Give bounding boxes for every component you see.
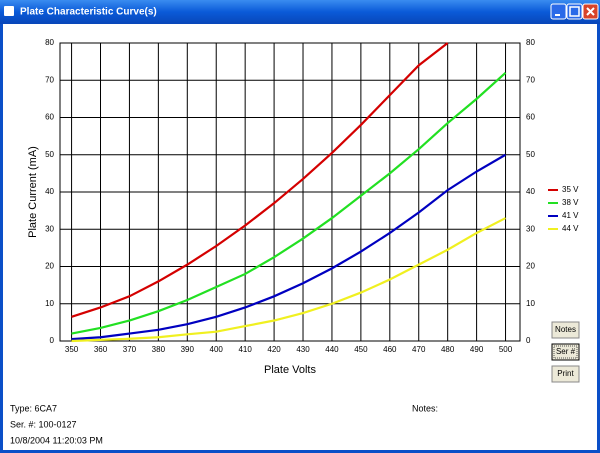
serial-number: Ser. #: 100-0127 <box>10 419 77 429</box>
x-tick-label: 390 <box>181 345 195 354</box>
x-tick-label: 360 <box>94 345 108 354</box>
y-tick-label-right: 60 <box>526 113 535 122</box>
button[interactable] <box>551 321 580 339</box>
curve <box>71 71 507 335</box>
button-label: Notes <box>555 325 576 334</box>
notes-label: Notes: <box>412 403 438 413</box>
tube-type: Type: 6CA7 <box>10 403 57 413</box>
window-title: Plate Characteristic Curve(s) <box>20 7 157 18</box>
y-tick-label-right: 20 <box>526 262 535 271</box>
x-tick-label: 370 <box>123 345 137 354</box>
y-tick-label: 50 <box>45 150 54 159</box>
button[interactable] <box>551 365 580 383</box>
x-tick-label: 480 <box>441 345 455 354</box>
focus-ring <box>553 345 578 359</box>
curve <box>71 42 449 318</box>
y-tick-label-right: 0 <box>526 336 531 345</box>
y-tick-label: 10 <box>45 299 54 308</box>
y-tick-label: 40 <box>45 187 54 196</box>
y-tick-label-right: 40 <box>526 187 535 196</box>
close-icon <box>586 7 595 16</box>
x-tick-label: 500 <box>499 345 513 354</box>
x-tick-label: 460 <box>383 345 397 354</box>
x-tick-label: 430 <box>296 345 310 354</box>
x-tick-label: 410 <box>238 345 252 354</box>
x-tick-label: 440 <box>325 345 339 354</box>
timestamp: 10/8/2004 11:20:03 PM <box>10 435 103 445</box>
y-tick-label: 0 <box>50 336 55 345</box>
curve <box>71 153 507 341</box>
x-tick-label: 450 <box>354 345 368 354</box>
x-tick-label: 380 <box>152 345 166 354</box>
y-axis-label: Plate Current (mA) <box>27 146 39 238</box>
y-tick-label-right: 70 <box>526 75 535 84</box>
legend-label: 44 V <box>562 224 579 233</box>
button-label: Ser # <box>556 347 576 356</box>
button-label: Print <box>557 369 574 378</box>
app-icon <box>4 6 14 16</box>
x-tick-label: 350 <box>65 345 79 354</box>
x-tick-label: 400 <box>210 345 224 354</box>
title-bar <box>0 0 600 24</box>
y-tick-label-right: 50 <box>526 150 535 159</box>
x-tick-label: 420 <box>267 345 281 354</box>
y-tick-label-right: 10 <box>526 299 535 308</box>
legend-label: 41 V <box>562 211 579 220</box>
legend-label: 38 V <box>562 198 579 207</box>
y-tick-label: 60 <box>45 113 54 122</box>
maximize-icon <box>569 6 580 17</box>
y-tick-label-right: 80 <box>526 38 535 47</box>
y-tick-label: 70 <box>45 75 54 84</box>
y-tick-label-right: 30 <box>526 224 535 233</box>
y-tick-label: 30 <box>45 224 54 233</box>
button[interactable] <box>551 343 580 361</box>
x-tick-label: 470 <box>412 345 426 354</box>
curve <box>71 217 507 343</box>
y-tick-label: 20 <box>45 262 54 271</box>
x-axis-label: Plate Volts <box>264 364 316 376</box>
x-tick-label: 490 <box>470 345 484 354</box>
minimize-button[interactable] <box>550 3 567 20</box>
legend-label: 35 V <box>562 185 579 194</box>
y-tick-label: 80 <box>45 38 54 47</box>
